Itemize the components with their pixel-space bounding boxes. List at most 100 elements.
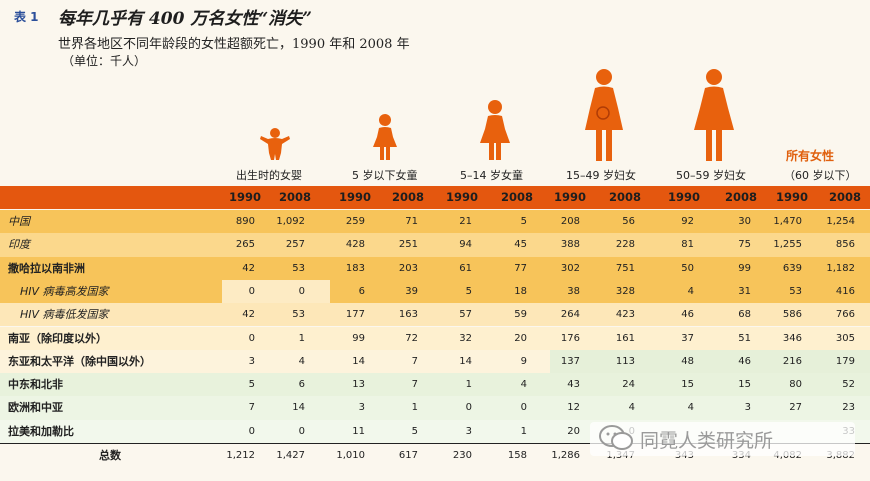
table-cell: 13 — [352, 379, 365, 391]
table-cell: 53 — [292, 309, 305, 321]
table-cell: 3 — [358, 402, 365, 414]
table-cell: 1 — [465, 379, 472, 391]
table-cell: 305 — [835, 332, 855, 344]
table-cell: 586 — [782, 309, 802, 321]
table-cell: 1,286 — [551, 450, 580, 461]
table-cell: 1 — [520, 425, 527, 437]
table-cell: 265 — [235, 239, 255, 251]
year-header: 2008 — [391, 190, 424, 204]
group-label-all-women: 所有女性 — [786, 149, 835, 163]
year-header: 1990 — [228, 190, 261, 204]
unit-note: （单位：千人） — [62, 54, 147, 68]
year-header: 2008 — [500, 190, 533, 204]
table-cell: 0 — [520, 402, 527, 414]
table-cell: 42 — [242, 262, 255, 274]
row-label: 中东和北非 — [8, 378, 63, 392]
table-cell: 12 — [567, 402, 580, 414]
group-label-50-59: 50–59 岁妇女 — [676, 169, 746, 182]
table-cell: 1,255 — [773, 239, 802, 251]
year-header-row: 1990 2008 1990 2008 1990 2008 1990 2008 1990 2008… — [0, 186, 870, 209]
table-cell: 59 — [514, 309, 527, 321]
group-label-15-49: 15–49 岁妇女 — [566, 169, 636, 182]
table-cell: 50 — [681, 262, 694, 274]
table-row: 中国 890 1,092 259 71 21 5 208 56 92 30 1,470 1,254 — [0, 210, 870, 234]
table-cell: 27 — [789, 402, 802, 414]
table-cell: 15 — [681, 379, 694, 391]
girl-under5-figure-icon — [373, 114, 397, 160]
table-cell: 346 — [782, 332, 802, 344]
row-label: 印度 — [8, 238, 30, 252]
table-subtitle: 世界各地区不同年龄段的女性超额死亡，1990 年和 2008 年 — [58, 37, 410, 52]
table-cell: 92 — [681, 216, 694, 227]
table-cell: 158 — [507, 450, 527, 461]
table-cell: 80 — [789, 379, 802, 391]
table-cell: 228 — [615, 239, 635, 251]
wechat-icon — [599, 425, 633, 450]
row-label: 拉美和加勒比 — [8, 424, 74, 438]
table-cell: 37 — [681, 332, 694, 344]
year-header: 1990 — [338, 190, 371, 204]
table-cell: 43 — [567, 379, 580, 391]
table-cell: 161 — [615, 332, 635, 344]
table-row: 欧洲和中亚 7 14 3 1 0 0 12 4 4 3 27 23 — [0, 396, 870, 420]
table-cell: 14 — [292, 402, 305, 414]
table-cell: 416 — [835, 285, 855, 297]
year-header: 2008 — [608, 190, 641, 204]
table-cell: 179 — [835, 355, 855, 367]
table-cell: 24 — [622, 379, 635, 391]
table-cell: 251 — [398, 239, 418, 251]
table-cell: 177 — [345, 309, 365, 321]
table-cell: 328 — [615, 285, 635, 297]
table-cell: 1,010 — [336, 450, 365, 461]
table-cell: 3 — [248, 355, 255, 367]
group-label-under5: 5 岁以下女童 — [352, 169, 418, 182]
table-cell: 4 — [687, 402, 694, 414]
watermark-panel — [590, 422, 855, 456]
group-label-infant: 出生时的女婴 — [236, 169, 302, 182]
table-cell: 46 — [681, 309, 694, 321]
table-cell: 264 — [560, 309, 580, 321]
table-cell: 14 — [459, 355, 472, 367]
table-cell: 230 — [452, 450, 472, 461]
table-cell: 72 — [405, 332, 418, 344]
row-label: HIV 病毒低发国家 — [20, 308, 109, 322]
table-cell: 39 — [405, 285, 418, 297]
table-cell: 81 — [681, 239, 694, 251]
table-cell: 183 — [345, 262, 365, 274]
table-cell: 302 — [560, 262, 580, 274]
table-cell: 18 — [514, 285, 527, 297]
table-cell: 5 — [248, 379, 255, 391]
year-header: 2008 — [828, 190, 861, 204]
table-cell: 113 — [615, 355, 635, 367]
table-cell: 42 — [242, 309, 255, 321]
table-row: HIV 病毒低发国家 42 53 177 163 57 59 264 423 46 68 586 766 — [0, 303, 870, 327]
table-cell: 15 — [738, 379, 751, 391]
table-cell: 4 — [628, 402, 635, 414]
table-cell: 53 — [789, 285, 802, 297]
table-cell: 1,212 — [226, 450, 255, 461]
table-cell: 52 — [842, 379, 855, 391]
table-cell: 32 — [459, 332, 472, 344]
group-label-5-14: 5–14 岁女童 — [460, 169, 523, 182]
table-cell: 259 — [345, 216, 365, 227]
year-header: 1990 — [445, 190, 478, 204]
table-cell: 31 — [738, 285, 751, 297]
table-cell: 4 — [298, 355, 305, 367]
year-header: 2008 — [724, 190, 757, 204]
table-cell: 1,092 — [276, 216, 305, 227]
table-cell: 21 — [459, 216, 472, 227]
table-title: 每年几乎有 400 万名女性“消失” — [58, 9, 312, 29]
row-label: 东亚和太平洋（除中国以外） — [8, 354, 151, 368]
table-cell: 3 — [465, 425, 472, 437]
table-cell: 7 — [411, 379, 418, 391]
table-cell: 257 — [285, 239, 305, 251]
woman-50-59-figure-icon — [694, 69, 734, 161]
table-cell: 1,254 — [826, 216, 855, 227]
row-label: 南亚（除印度以外） — [8, 331, 107, 345]
table-cell: 0 — [248, 332, 255, 344]
table-cell: 890 — [235, 216, 255, 227]
table-cell: 176 — [560, 332, 580, 344]
row-label: 撒哈拉以南非洲 — [8, 261, 85, 275]
row-label: HIV 病毒高发国家 — [20, 284, 109, 298]
year-header: 2008 — [278, 190, 311, 204]
